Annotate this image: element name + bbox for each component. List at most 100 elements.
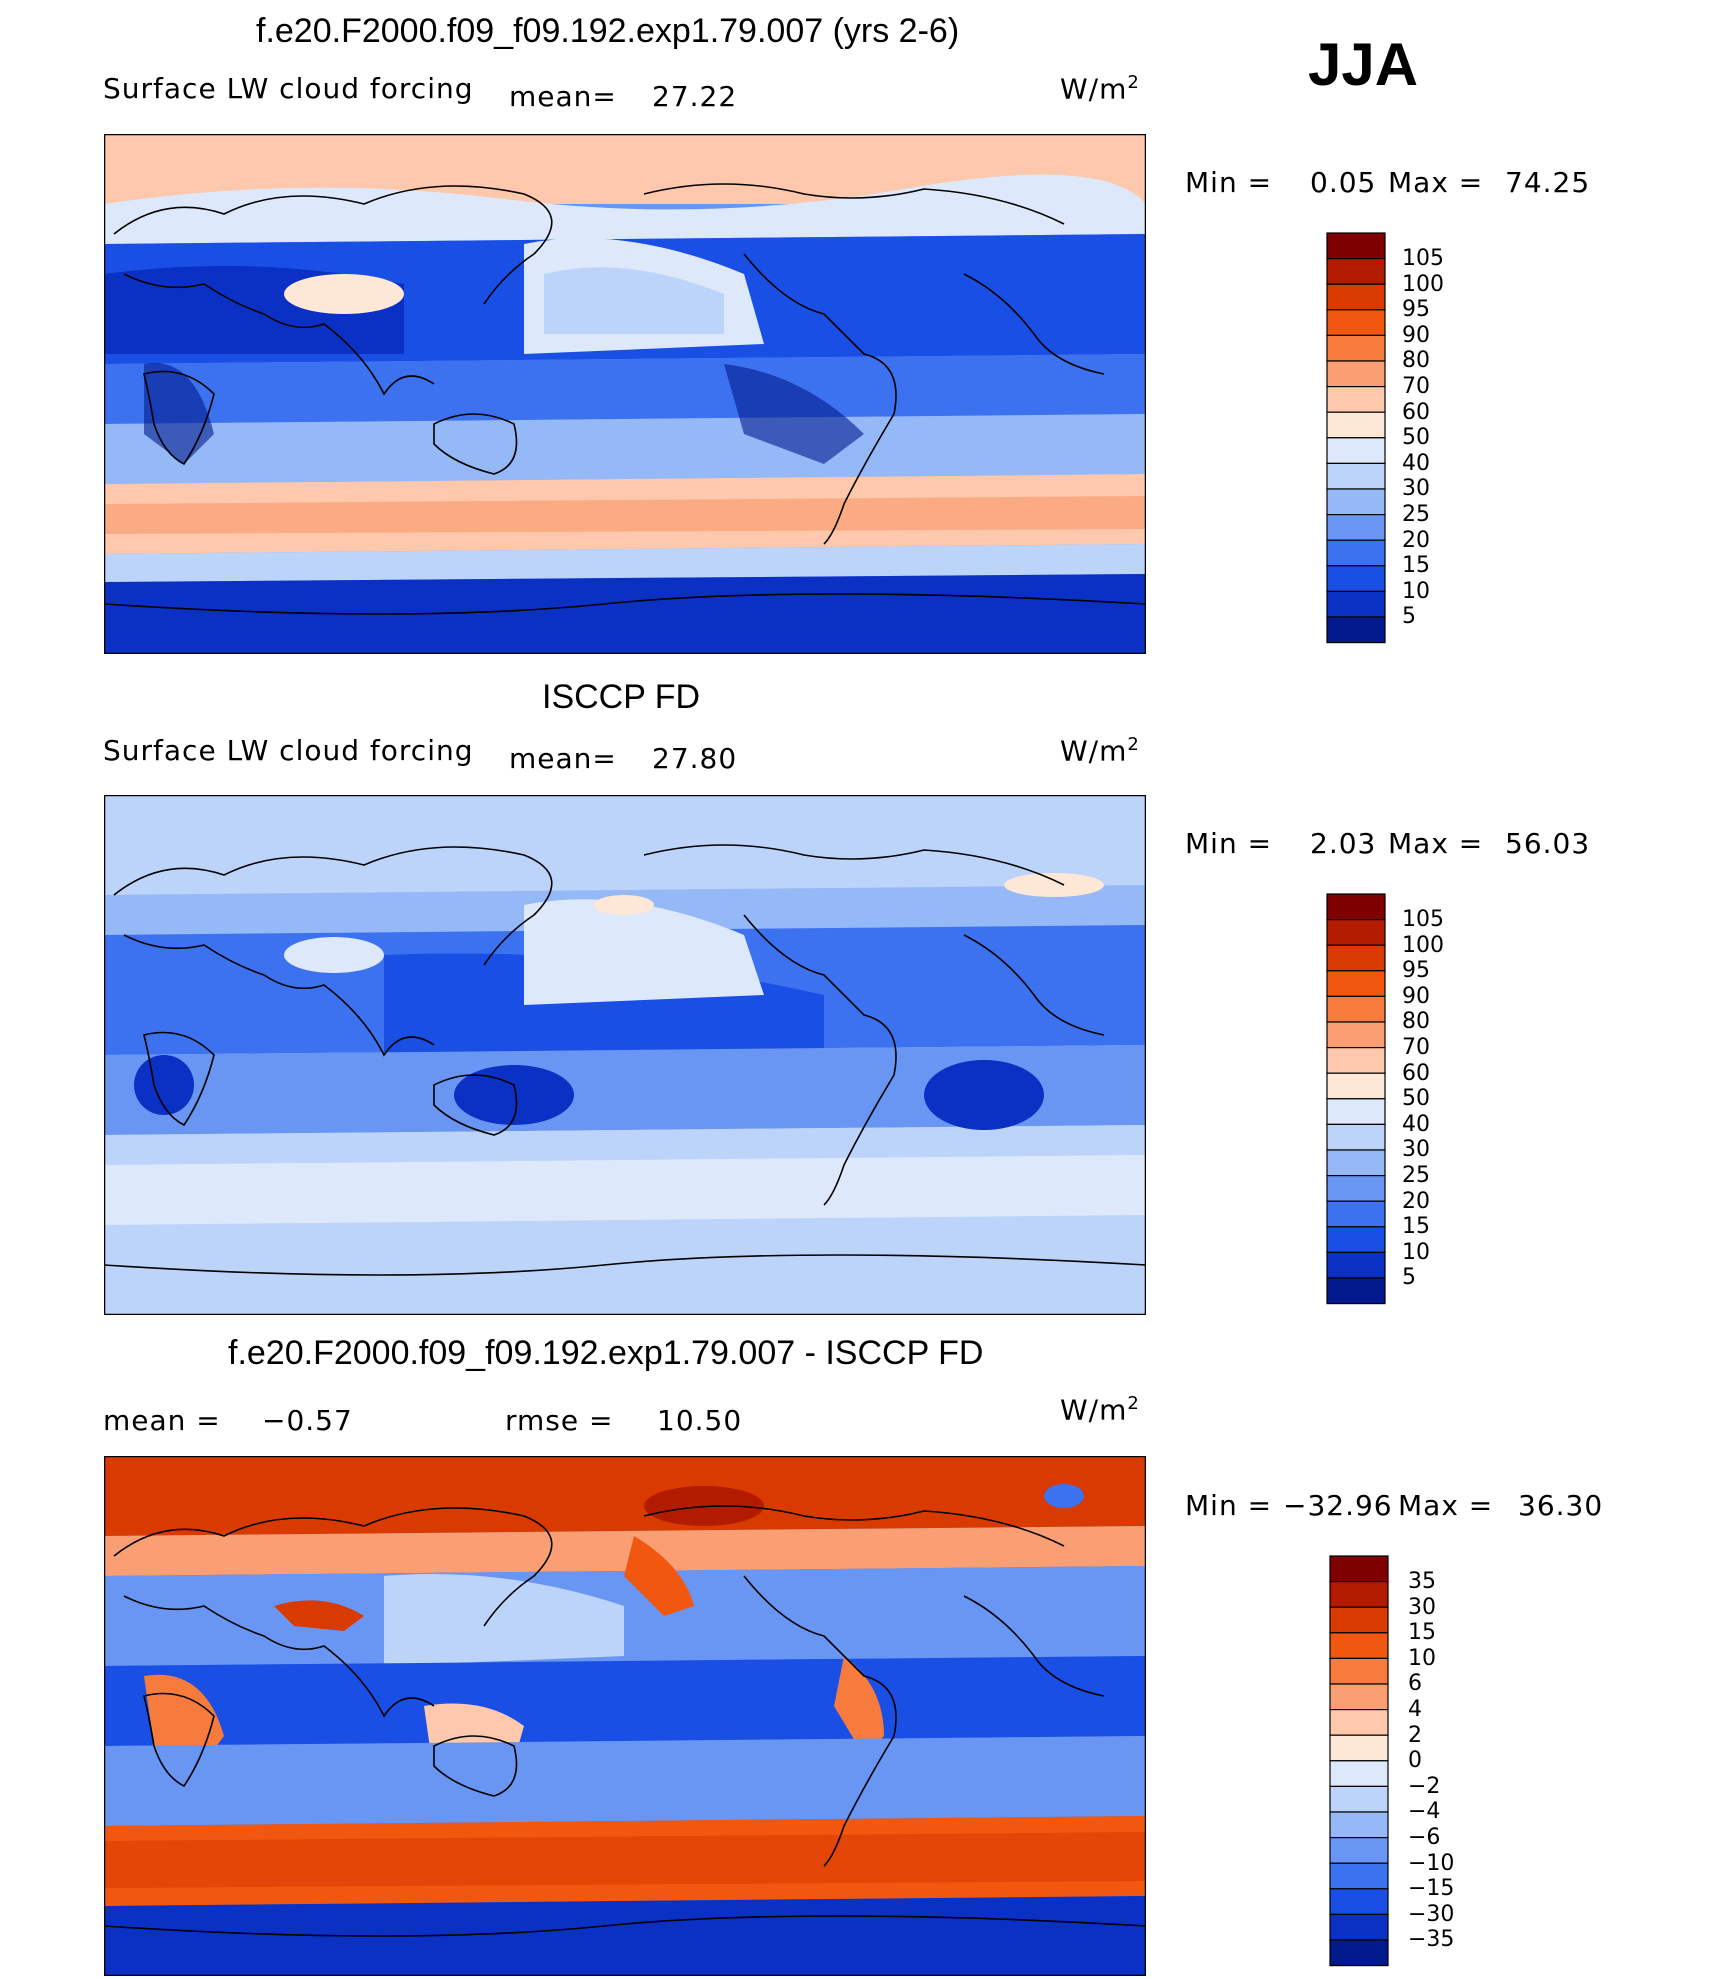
- panel2-max-value: 56.03: [1505, 827, 1591, 860]
- colorbar-tick-label: 25: [1402, 1163, 1430, 1188]
- colorbar-tick-label: 5: [1402, 1265, 1416, 1291]
- panel3-rmse-label: rmse =: [505, 1404, 614, 1437]
- colorbar-swatch: [1329, 1606, 1389, 1634]
- colorbar-swatch: [1326, 1200, 1386, 1228]
- colorbar-tick-label: 100: [1402, 932, 1444, 958]
- colorbar-swatch: [1326, 944, 1386, 972]
- colorbar-swatch: [1329, 1862, 1389, 1890]
- colorbar-swatch: [1329, 1785, 1389, 1813]
- colorbar-swatch: [1329, 1683, 1389, 1711]
- panel3-mean-value: −0.57: [262, 1404, 353, 1437]
- units-superscript: 2: [1127, 734, 1140, 755]
- panel2-min-label: Min =: [1185, 827, 1273, 860]
- colorbar-tick-label: 40: [1402, 450, 1430, 476]
- colorbar-swatch: [1326, 283, 1386, 311]
- colorbar-swatch: [1326, 1021, 1386, 1049]
- panel1-map: [104, 134, 1146, 654]
- colorbar-tick-label: −4: [1408, 1799, 1441, 1825]
- colorbar-swatch: [1326, 1277, 1386, 1305]
- colorbar-tick-label: 90: [1402, 322, 1430, 348]
- colorbar-swatch: [1326, 1175, 1386, 1202]
- units-superscript: 2: [1127, 72, 1140, 93]
- colorbar-tick-label: 30: [1402, 476, 1430, 502]
- colorbar-swatch: [1329, 1734, 1389, 1762]
- colorbar-swatch: [1326, 360, 1386, 388]
- colorbar-tick-label: 60: [1402, 1060, 1430, 1086]
- colorbar-tick-label: 105: [1402, 246, 1444, 271]
- panel2-colorbar: [1326, 893, 1386, 1305]
- colorbar-tick-label: 5: [1402, 604, 1416, 630]
- colorbar-tick-label: 60: [1402, 399, 1430, 425]
- units-text: W/m: [1060, 72, 1128, 106]
- colorbar-swatch: [1329, 1632, 1389, 1660]
- colorbar-tick-label: 80: [1402, 1009, 1430, 1035]
- panel3-units: W/m2: [1060, 1393, 1140, 1426]
- colorbar-tick-label: −10: [1408, 1850, 1455, 1876]
- colorbar-tick-label: 30: [1408, 1594, 1436, 1620]
- colorbar-tick-label: 10: [1408, 1645, 1436, 1671]
- panel2-colorbar-swatches: [1326, 893, 1386, 1305]
- colorbar-tick-label: 15: [1402, 553, 1430, 579]
- panel3-title: f.e20.F2000.f09_f09.192.exp1.79.007 - IS…: [228, 1334, 984, 1372]
- colorbar-swatch: [1326, 616, 1386, 644]
- colorbar-tick-label: −30: [1408, 1901, 1455, 1927]
- colorbar-tick-label: 90: [1402, 983, 1430, 1009]
- colorbar-swatch: [1326, 437, 1386, 465]
- units-superscript: 2: [1127, 1393, 1140, 1414]
- colorbar-tick-label: −6: [1408, 1825, 1441, 1850]
- panel1-max-value: 74.25: [1505, 166, 1591, 199]
- panel1-units: W/m2: [1060, 72, 1140, 105]
- panel1-colorbar: [1326, 232, 1386, 644]
- colorbar-tick-label: 30: [1402, 1137, 1430, 1163]
- panel3-max-label: Max =: [1398, 1489, 1494, 1522]
- colorbar-swatch: [1326, 590, 1386, 618]
- colorbar-tick-label: 40: [1402, 1111, 1430, 1137]
- panel1-min-value: 0.05: [1310, 166, 1377, 199]
- colorbar-swatch: [1329, 1811, 1389, 1839]
- panel1-min-label: Min =: [1185, 166, 1273, 199]
- colorbar-tick-label: 2: [1408, 1722, 1422, 1748]
- colorbar-swatch: [1326, 893, 1386, 921]
- panel1-mean-label: mean=: [509, 80, 617, 113]
- colorbar-tick-label: −2: [1408, 1773, 1441, 1799]
- colorbar-tick-label: 0: [1408, 1748, 1422, 1774]
- colorbar-swatch: [1326, 1047, 1386, 1074]
- panel2-variable-label: Surface LW cloud forcing: [103, 734, 474, 767]
- panel2-map: [104, 795, 1146, 1315]
- colorbar-swatch: [1326, 1098, 1386, 1126]
- colorbar-tick-label: 100: [1402, 271, 1444, 297]
- colorbar-tick-label: 15: [1402, 1214, 1430, 1240]
- panel3-colorbar-swatches: [1329, 1555, 1389, 1967]
- colorbar-tick-label: 80: [1402, 348, 1430, 374]
- panel3-min-label: Min =: [1185, 1489, 1273, 1522]
- colorbar-swatch: [1326, 1072, 1386, 1100]
- colorbar-swatch: [1329, 1709, 1389, 1736]
- colorbar-tick-label: 25: [1402, 502, 1430, 527]
- colorbar-swatch: [1326, 488, 1386, 516]
- colorbar-swatch: [1326, 462, 1386, 490]
- colorbar-swatch: [1326, 411, 1386, 439]
- panel3-mean-label: mean =: [103, 1404, 221, 1437]
- panel2-max-label: Max =: [1388, 827, 1484, 860]
- colorbar-swatch: [1329, 1913, 1389, 1941]
- panel2-title: ISCCP FD: [542, 678, 701, 716]
- colorbar-tick-label: 10: [1402, 578, 1430, 604]
- colorbar-tick-label: −35: [1408, 1927, 1455, 1953]
- panel1-mean-value: 27.22: [652, 80, 738, 113]
- colorbar-swatch: [1326, 970, 1386, 998]
- colorbar-swatch: [1326, 539, 1386, 567]
- colorbar-tick-label: 105: [1402, 907, 1444, 932]
- colorbar-tick-label: −15: [1408, 1876, 1455, 1902]
- colorbar-tick-label: 4: [1408, 1697, 1422, 1722]
- panel1-variable-label: Surface LW cloud forcing: [103, 72, 474, 105]
- colorbar-swatch: [1329, 1837, 1389, 1864]
- colorbar-tick-label: 10: [1402, 1239, 1430, 1265]
- colorbar-swatch: [1329, 1555, 1389, 1583]
- colorbar-swatch: [1329, 1939, 1389, 1967]
- colorbar-swatch: [1326, 258, 1386, 285]
- colorbar-swatch: [1326, 1149, 1386, 1177]
- colorbar-tick-label: 50: [1402, 1086, 1430, 1112]
- colorbar-tick-label: 6: [1408, 1671, 1422, 1697]
- colorbar-tick-label: 15: [1408, 1620, 1436, 1646]
- panel3-max-value: 36.30: [1518, 1489, 1604, 1522]
